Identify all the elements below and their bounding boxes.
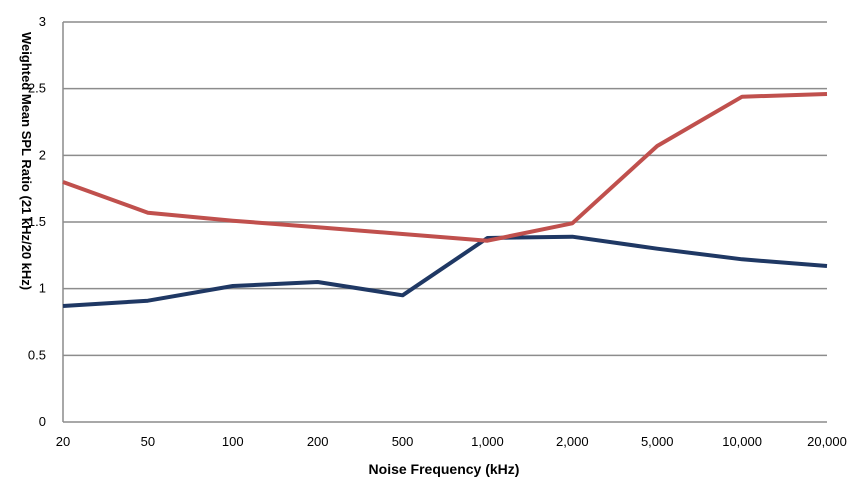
x-tick-label: 1,000 <box>471 434 504 449</box>
series-lines <box>62 92 828 308</box>
y-tick-label: 0 <box>39 414 46 429</box>
x-tick-label: 20 <box>56 434 70 449</box>
y-axis-label: Weighted Mean SPL Ratio (21 kHz/20 kHz) <box>19 32 34 290</box>
y-tick-labels: 0 0.5 1 1.5 2 2.5 3 <box>28 14 46 429</box>
y-tick-label: 0.5 <box>28 347 46 362</box>
y-tick-label: 3 <box>39 14 46 29</box>
axes <box>62 22 827 423</box>
x-axis-label: Noise Frequency (kHz) <box>369 461 520 477</box>
x-tick-labels: 20 50 100 200 500 1,000 2,000 5,000 10,000 20,000 <box>56 434 847 449</box>
y-tick-label: 2.5 <box>28 81 46 96</box>
x-tick-label: 20,000 <box>807 434 847 449</box>
y-tick-label: 2 <box>39 147 46 162</box>
x-tick-label: 2,000 <box>556 434 589 449</box>
x-tick-label: 5,000 <box>641 434 674 449</box>
gridlines <box>63 21 827 357</box>
x-tick-label: 200 <box>307 434 329 449</box>
series-line-1 <box>62 234 828 308</box>
x-tick-label: 50 <box>141 434 155 449</box>
x-tick-label: 500 <box>392 434 414 449</box>
series-line-2 <box>62 92 828 243</box>
x-tick-label: 100 <box>222 434 244 449</box>
y-tick-label: 1.5 <box>28 214 46 229</box>
y-tick-label: 1 <box>39 281 46 296</box>
x-tick-label: 10,000 <box>722 434 762 449</box>
